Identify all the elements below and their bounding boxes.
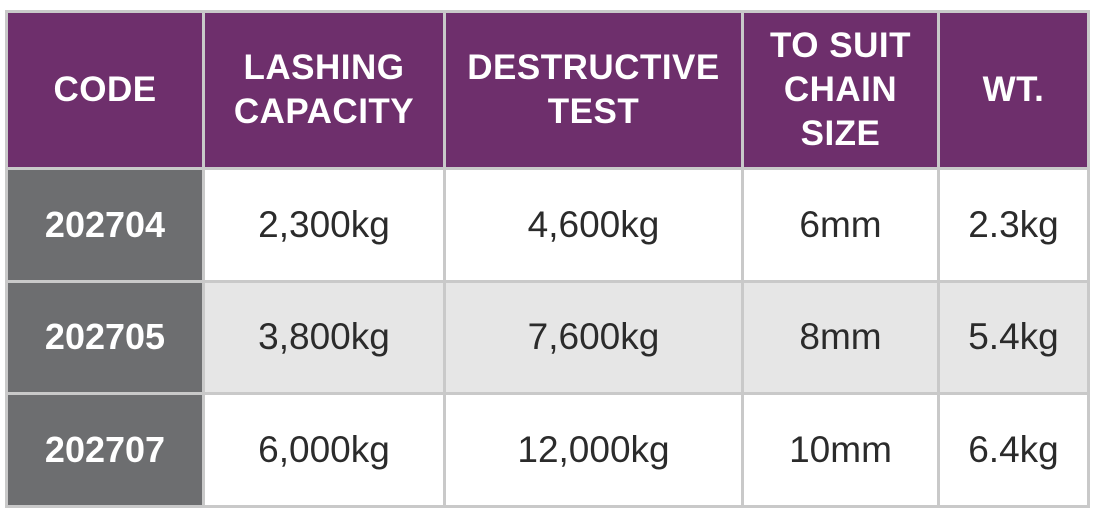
data-cell: 4,600kg — [443, 167, 744, 283]
table-row: 202707 6,000kg 12,000kg 10mm 6.4kg — [5, 392, 1090, 508]
header-cell: WT. — [937, 10, 1090, 170]
header-cell: DESTRUCTIVE TEST — [443, 10, 744, 170]
table-row: 202705 3,800kg 7,600kg 8mm 5.4kg — [5, 279, 1090, 396]
code-cell: 202704 — [5, 167, 205, 283]
table-body: 202704 2,300kg 4,600kg 6mm 2.3kg 202705 3,800k… — [5, 167, 1090, 508]
data-cell: 6mm — [741, 167, 940, 283]
spec-table: CODE LASHING CAPACITY DESTRUCTIVE TEST TO S… — [5, 10, 1090, 508]
table-container: CODE LASHING CAPACITY DESTRUCTIVE TEST TO S… — [5, 10, 1090, 508]
header-cell: TO SUIT CHAIN SIZE — [741, 10, 940, 170]
data-cell: 6,000kg — [202, 392, 446, 508]
data-cell: 3,800kg — [202, 279, 446, 396]
data-cell: 8mm — [741, 279, 940, 396]
header-cell: LASHING CAPACITY — [202, 10, 446, 170]
table-header: CODE LASHING CAPACITY DESTRUCTIVE TEST TO S… — [5, 10, 1090, 170]
data-cell: 2.3kg — [937, 167, 1090, 283]
table-row: 202704 2,300kg 4,600kg 6mm 2.3kg — [5, 167, 1090, 283]
code-cell: 202705 — [5, 279, 205, 396]
data-cell: 6.4kg — [937, 392, 1090, 508]
header-cell: CODE — [5, 10, 205, 170]
data-cell: 5.4kg — [937, 279, 1090, 396]
data-cell: 12,000kg — [443, 392, 744, 508]
data-cell: 7,600kg — [443, 279, 744, 396]
header-row: CODE LASHING CAPACITY DESTRUCTIVE TEST TO S… — [5, 10, 1090, 170]
data-cell: 10mm — [741, 392, 940, 508]
data-cell: 2,300kg — [202, 167, 446, 283]
code-cell: 202707 — [5, 392, 205, 508]
